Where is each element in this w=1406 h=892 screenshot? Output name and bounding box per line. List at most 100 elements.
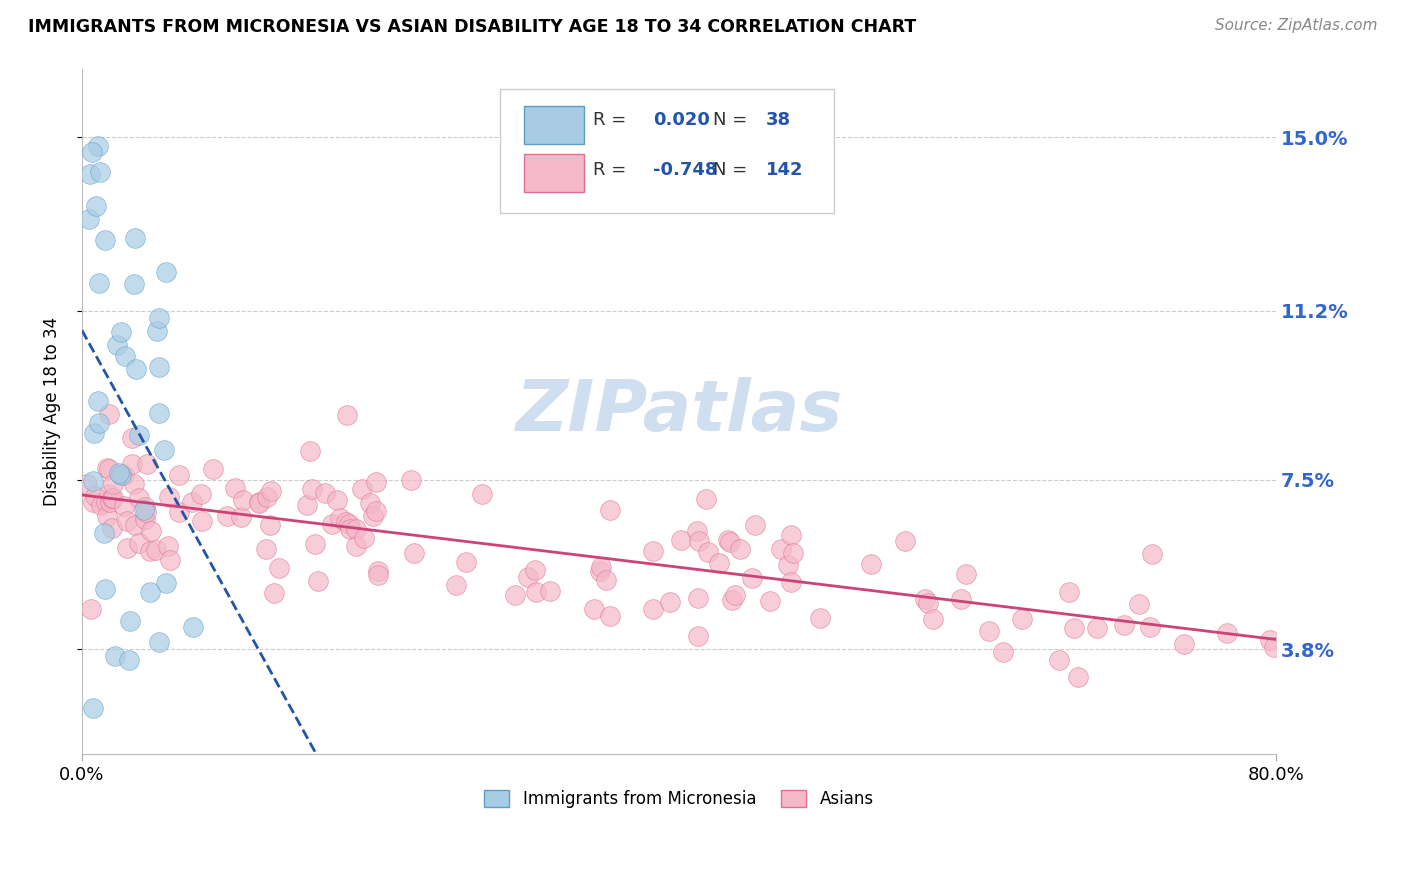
Point xyxy=(105,337,128,351)
Point xyxy=(707,556,730,570)
Point xyxy=(359,496,381,510)
Point xyxy=(538,584,561,599)
Point xyxy=(1112,618,1135,632)
Point xyxy=(96,461,118,475)
Point xyxy=(128,491,150,505)
Point xyxy=(295,498,318,512)
Point xyxy=(256,491,278,505)
Point xyxy=(724,588,747,602)
Point xyxy=(148,406,170,420)
Point xyxy=(599,608,621,623)
Point xyxy=(688,591,710,605)
Point xyxy=(808,610,831,624)
Point xyxy=(366,475,388,490)
Point xyxy=(83,489,105,503)
Point xyxy=(922,612,945,626)
Point xyxy=(89,165,111,179)
Point xyxy=(991,645,1014,659)
Point xyxy=(115,541,138,555)
Point xyxy=(524,584,547,599)
Point xyxy=(232,492,254,507)
Point xyxy=(444,577,467,591)
Point xyxy=(98,494,121,508)
Point xyxy=(128,428,150,442)
Point xyxy=(110,467,132,482)
Point xyxy=(134,511,156,525)
Point xyxy=(247,496,270,510)
Point xyxy=(307,574,329,589)
Point xyxy=(744,518,766,533)
Point xyxy=(100,491,122,505)
Point xyxy=(588,564,610,578)
Point xyxy=(83,426,105,441)
Point xyxy=(335,515,357,529)
Point xyxy=(352,482,374,496)
Point xyxy=(779,527,801,541)
Point xyxy=(1085,621,1108,635)
Point xyxy=(107,466,129,480)
Point xyxy=(917,596,939,610)
Point xyxy=(112,467,135,482)
Point xyxy=(643,602,665,616)
Point xyxy=(658,595,681,609)
Text: ZIPatlas: ZIPatlas xyxy=(516,376,842,446)
Point xyxy=(353,531,375,545)
Point xyxy=(118,614,141,628)
Point xyxy=(76,477,98,491)
Point xyxy=(146,324,169,338)
Point xyxy=(93,582,115,596)
Text: R =: R = xyxy=(593,111,633,129)
Point xyxy=(260,483,283,498)
Point xyxy=(583,601,606,615)
Point xyxy=(201,462,224,476)
Point xyxy=(122,277,145,291)
Point xyxy=(121,457,143,471)
Point xyxy=(471,486,494,500)
Point xyxy=(298,443,321,458)
Point xyxy=(135,457,157,471)
Point xyxy=(122,476,145,491)
Point xyxy=(124,517,146,532)
Point xyxy=(139,584,162,599)
Point xyxy=(156,539,179,553)
Point xyxy=(148,311,170,326)
Point xyxy=(125,362,148,376)
Point xyxy=(157,490,180,504)
Point xyxy=(87,416,110,430)
Point xyxy=(82,495,104,509)
Text: R =: R = xyxy=(593,161,633,179)
Point xyxy=(695,491,717,506)
Point xyxy=(80,145,103,159)
Point xyxy=(367,568,389,582)
Point xyxy=(148,635,170,649)
Point xyxy=(101,477,124,491)
Point xyxy=(155,576,177,591)
Point xyxy=(697,545,720,559)
Point xyxy=(155,265,177,279)
Point xyxy=(110,325,132,339)
Point xyxy=(94,233,117,247)
Point xyxy=(977,624,1000,639)
Point xyxy=(688,629,710,643)
Point xyxy=(98,487,121,501)
Point xyxy=(720,593,742,607)
Point xyxy=(121,431,143,445)
Point xyxy=(110,467,132,482)
Text: N =: N = xyxy=(713,161,752,179)
Point xyxy=(688,533,710,548)
Point xyxy=(118,653,141,667)
Point xyxy=(190,486,212,500)
Point xyxy=(112,499,135,513)
Point xyxy=(326,493,349,508)
Point xyxy=(1140,547,1163,561)
Point xyxy=(84,199,107,213)
Point xyxy=(304,537,326,551)
Point xyxy=(1057,585,1080,599)
Point xyxy=(782,546,804,560)
Point xyxy=(79,167,101,181)
Point xyxy=(87,277,110,291)
Point xyxy=(503,588,526,602)
Text: Source: ZipAtlas.com: Source: ZipAtlas.com xyxy=(1215,18,1378,33)
Point xyxy=(516,570,538,584)
Point xyxy=(1263,640,1285,654)
